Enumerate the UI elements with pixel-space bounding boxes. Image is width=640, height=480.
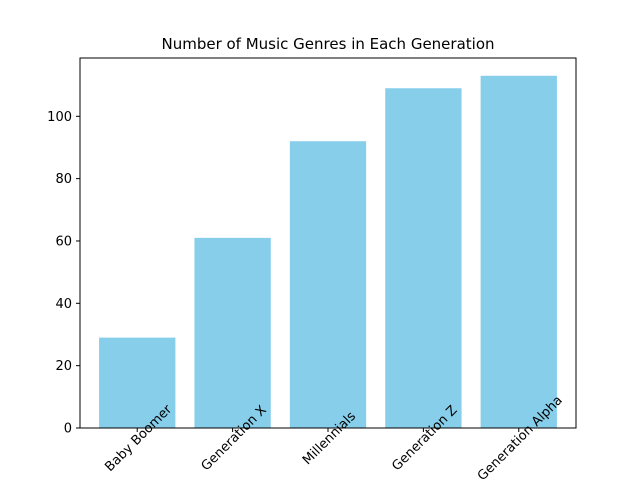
bar bbox=[289, 141, 367, 428]
bar bbox=[99, 337, 176, 428]
y-tick-label: 20 bbox=[55, 359, 72, 374]
bar bbox=[194, 237, 271, 428]
y-tick-label: 0 bbox=[64, 422, 72, 437]
y-axis: 0 20 40 60 80 100 bbox=[47, 110, 80, 437]
bar bbox=[385, 88, 462, 428]
y-tick-label: 40 bbox=[55, 297, 72, 312]
y-tick-label: 60 bbox=[55, 234, 72, 249]
y-tick-label: 100 bbox=[47, 110, 72, 125]
y-tick-label: 80 bbox=[55, 172, 72, 187]
bar bbox=[480, 75, 557, 428]
chart-title: Number of Music Genres in Each Generatio… bbox=[161, 35, 494, 53]
bars-group bbox=[99, 75, 557, 428]
